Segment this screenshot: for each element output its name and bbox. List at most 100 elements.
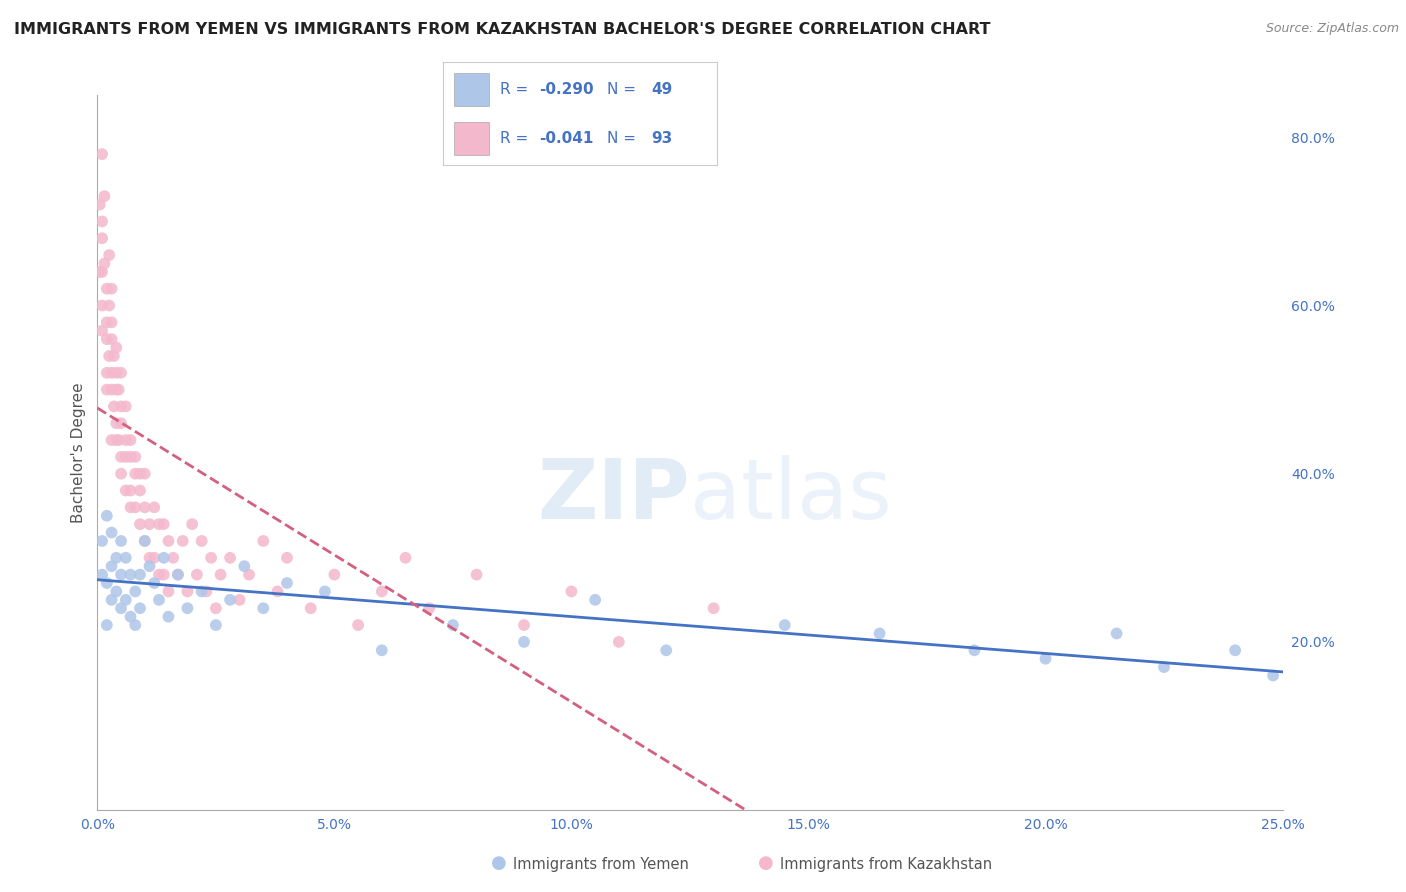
Point [96,618,118,632]
Point [120,609,142,624]
Point [195,584,218,599]
Point [418,601,440,615]
Point [152,517,174,532]
Point [120,450,142,464]
Point [105,416,128,430]
Point [98,349,121,363]
Point [143,576,166,591]
Point [100,383,122,397]
Point [91,147,114,161]
Text: -0.041: -0.041 [538,131,593,146]
Point [1153,660,1175,674]
Point [228,592,250,607]
Point [266,584,288,599]
Text: Immigrants from Kazakhstan: Immigrants from Kazakhstan [780,857,993,872]
Point [120,433,142,447]
Point [96,315,118,329]
Point [157,609,180,624]
Point [607,635,630,649]
Point [91,299,114,313]
Point [96,332,118,346]
Point [219,592,242,607]
Point [138,559,160,574]
Point [162,550,184,565]
Point [252,533,274,548]
Point [110,467,132,481]
Point [105,341,128,355]
Point [100,315,122,329]
Point [129,483,152,498]
Point [276,576,298,591]
Point [100,332,122,346]
Point [129,601,152,615]
Point [209,567,232,582]
Text: Immigrants from Yemen: Immigrants from Yemen [513,857,689,872]
Point [252,601,274,615]
Point [323,567,346,582]
Point [583,592,606,607]
Point [100,559,122,574]
Point [110,567,132,582]
Point [91,533,114,548]
Point [172,533,194,548]
Point [233,559,256,574]
Point [100,525,122,540]
Point [91,265,114,279]
Y-axis label: Bachelor's Degree: Bachelor's Degree [72,383,86,523]
Text: ●: ● [491,855,508,872]
Point [190,533,212,548]
Point [114,433,136,447]
Point [371,643,394,657]
Point [176,584,198,599]
Text: N =: N = [607,131,641,146]
Point [190,584,212,599]
Point [148,567,170,582]
Point [205,618,228,632]
Point [513,618,536,632]
Point [371,584,394,599]
Point [114,483,136,498]
Point [103,349,125,363]
Text: ZIP: ZIP [537,455,690,536]
Point [143,500,166,515]
Point [134,467,156,481]
Point [773,618,796,632]
Text: IMMIGRANTS FROM YEMEN VS IMMIGRANTS FROM KAZAKHSTAN BACHELOR'S DEGREE CORRELATIO: IMMIGRANTS FROM YEMEN VS IMMIGRANTS FROM… [14,22,991,37]
Point [110,366,132,380]
Point [148,592,170,607]
Point [394,550,416,565]
Point [655,643,678,657]
Point [560,584,582,599]
Point [103,400,125,414]
Point [167,567,190,582]
Point [465,567,488,582]
Point [134,533,156,548]
Text: ●: ● [758,855,775,872]
Point [107,383,129,397]
Point [129,517,152,532]
Point [96,508,118,523]
Point [167,567,190,582]
Point [299,601,322,615]
Point [134,533,156,548]
Point [1261,668,1284,682]
Point [1105,626,1128,640]
Point [513,635,536,649]
Point [143,550,166,565]
Point [120,483,142,498]
Point [105,550,128,565]
Text: 93: 93 [651,131,672,146]
Point [114,550,136,565]
Text: -0.290: -0.290 [538,81,593,96]
Point [100,433,122,447]
Text: R =: R = [501,131,534,146]
Point [176,601,198,615]
Point [869,626,891,640]
Text: atlas: atlas [690,455,891,536]
Point [347,618,370,632]
Point [205,601,228,615]
Point [124,500,146,515]
Point [148,517,170,532]
Point [114,592,136,607]
Point [114,450,136,464]
